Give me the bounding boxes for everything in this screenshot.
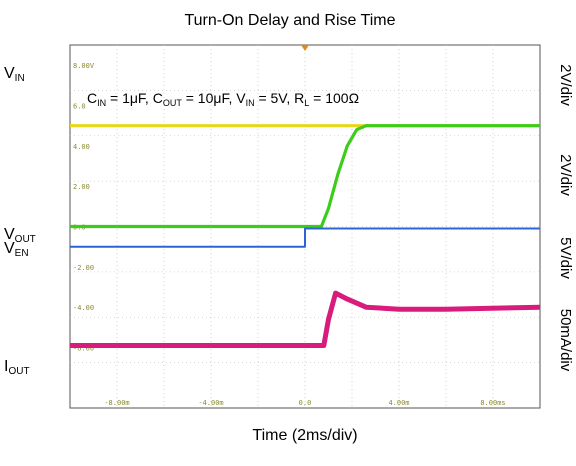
x-tick-label: -8.00m bbox=[104, 399, 129, 407]
signal-label: VOUT bbox=[4, 226, 36, 245]
y-tick-label: 4.00 bbox=[73, 143, 90, 151]
signal-label: IOUT bbox=[4, 358, 30, 377]
y-tick-label: -6.00 bbox=[73, 345, 94, 353]
gridlines bbox=[70, 45, 540, 408]
series-scale-label: 2V/div bbox=[557, 64, 574, 106]
x-tick-labels: -8.00m -4.00m 0.0 4.00m 8.00ms bbox=[104, 399, 505, 407]
series-line-vout bbox=[70, 124, 540, 229]
series-scale-label: 2V/div bbox=[557, 154, 574, 196]
x-tick-label: 8.00ms bbox=[480, 399, 505, 407]
y-tick-label: 8.00V bbox=[73, 62, 95, 70]
test-conditions: CIN = 1μF, COUT = 10μF, VIN = 5V, RL = 1… bbox=[87, 90, 359, 108]
y-tick-label: -2.00 bbox=[73, 264, 94, 272]
y-tick-label: 2.00 bbox=[73, 183, 90, 191]
series-scale-label: 50mA/div bbox=[557, 309, 574, 372]
signal-label: VEN bbox=[4, 240, 29, 259]
series-lines bbox=[70, 124, 541, 348]
trigger-marker bbox=[301, 45, 309, 51]
scale-labels: 2V/div 2V/div 5V/div 50mA/div bbox=[557, 64, 574, 372]
x-axis-label: Time (2ms/div) bbox=[252, 427, 357, 444]
x-tick-label: -4.00m bbox=[198, 399, 223, 407]
y-tick-label: 6.0 bbox=[73, 103, 86, 111]
series-line-ven bbox=[70, 227, 540, 248]
chart-title: Turn-On Delay and Rise Time bbox=[184, 12, 395, 29]
x-tick-label: 4.00m bbox=[388, 399, 409, 407]
series-scale-label: 5V/div bbox=[557, 237, 574, 279]
y-tick-label: -4.00 bbox=[73, 304, 94, 312]
signal-label: VIN bbox=[4, 65, 25, 84]
series-line-iout bbox=[70, 290, 541, 348]
x-tick-label: 0.0 bbox=[299, 399, 312, 407]
